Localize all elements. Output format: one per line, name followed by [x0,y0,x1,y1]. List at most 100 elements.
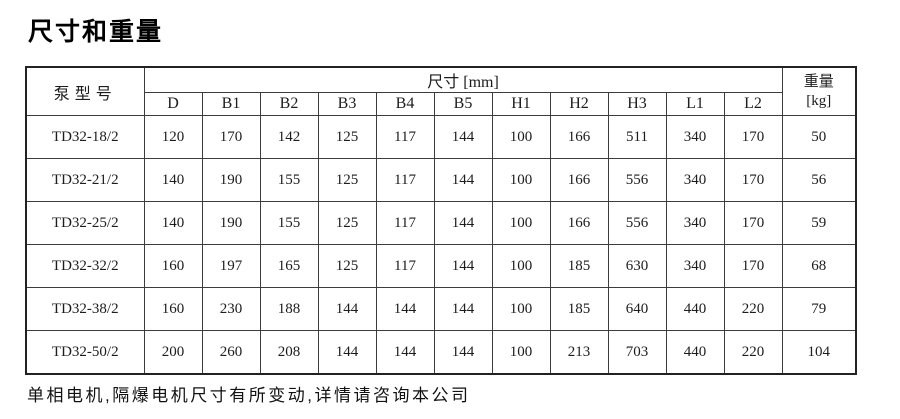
model-cell: TD32-18/2 [25,115,145,159]
dim-cell: 144 [433,330,493,375]
dim-cell: 340 [665,115,725,159]
dim-column-header-l2: L2 [723,92,783,116]
weight-cell: 59 [781,201,857,245]
dim-cell: 340 [665,201,725,245]
dim-cell: 208 [259,330,319,375]
table-row: TD32-38/2 160 230 188 144 144 144 100 18… [25,287,857,331]
weight-header-line2: [kg] [806,92,832,109]
footer-note: 单相电机,隔爆电机尺寸有所变动,详情请咨询本公司 [27,386,471,405]
table-row: TD32-18/2 120 170 142 125 117 144 100 16… [25,115,857,159]
weight-cell: 79 [781,287,857,331]
dim-column-header-h1: H1 [491,92,551,116]
weight-cell: 68 [781,244,857,288]
model-cell: TD32-50/2 [25,330,145,375]
dim-cell: 100 [491,244,551,288]
dim-cell: 170 [201,115,261,159]
dim-cell: 165 [259,244,319,288]
dim-column-header-h2: H2 [549,92,609,116]
dim-column-header-d: D [143,92,203,116]
dim-cell: 630 [607,244,667,288]
dim-column-header-b2: B2 [259,92,319,116]
table-row: TD32-25/2 140 190 155 125 117 144 100 16… [25,201,857,245]
dim-cell: 155 [259,201,319,245]
dim-cell: 144 [433,287,493,331]
model-cell: TD32-21/2 [25,158,145,202]
dim-cell: 185 [549,287,609,331]
dim-cell: 511 [607,115,667,159]
dim-cell: 144 [433,201,493,245]
dim-cell: 125 [317,201,377,245]
table-row: TD32-32/2 160 197 165 125 117 144 100 18… [25,244,857,288]
dim-cell: 640 [607,287,667,331]
dim-cell: 140 [143,201,203,245]
dim-cell: 220 [723,330,783,375]
model-cell: TD32-38/2 [25,287,145,331]
dim-cell: 220 [723,287,783,331]
dim-column-header-b3: B3 [317,92,377,116]
dimensions-weight-table: 泵型号 尺寸 [mm] 重量 [kg] D B1 B2 B3 B4 B5 H1 … [25,66,858,375]
dim-column-header-b1: B1 [201,92,261,116]
weight-cell: 56 [781,158,857,202]
dim-cell: 117 [375,115,435,159]
dim-cell: 340 [665,244,725,288]
dim-cell: 230 [201,287,261,331]
dim-cell: 340 [665,158,725,202]
dim-cell: 125 [317,115,377,159]
dim-cell: 144 [375,287,435,331]
table-row: TD32-50/2 200 260 208 144 144 144 100 21… [25,330,857,375]
table-row: TD32-21/2 140 190 155 125 117 144 100 16… [25,158,857,202]
dim-cell: 556 [607,201,667,245]
dim-cell: 440 [665,287,725,331]
dim-cell: 166 [549,115,609,159]
table-body: TD32-18/2 120 170 142 125 117 144 100 16… [25,115,857,375]
dim-column-header-b4: B4 [375,92,435,116]
dim-cell: 440 [665,330,725,375]
dim-cell: 100 [491,287,551,331]
dim-column-header-l1: L1 [665,92,725,116]
dim-cell: 170 [723,158,783,202]
dim-cell: 100 [491,201,551,245]
weight-header-line1: 重量 [803,73,834,90]
dim-cell: 144 [317,287,377,331]
dim-cell: 170 [723,244,783,288]
dim-cell: 200 [143,330,203,375]
page-title: 尺寸和重量 [28,18,164,46]
dim-cell: 117 [375,201,435,245]
dim-cell: 144 [317,330,377,375]
dim-cell: 100 [491,158,551,202]
dim-cell: 190 [201,158,261,202]
dim-cell: 188 [259,287,319,331]
dim-cell: 120 [143,115,203,159]
dim-cell: 197 [201,244,261,288]
dim-cell: 170 [723,201,783,245]
weight-column-header: 重量 [kg] [781,66,857,116]
dim-cell: 144 [433,158,493,202]
model-column-header: 泵型号 [25,66,145,116]
dim-cell: 117 [375,244,435,288]
header-row-groups: 泵型号 尺寸 [mm] 重量 [kg] [25,66,857,116]
dim-cell: 703 [607,330,667,375]
weight-cell: 104 [781,330,857,375]
dim-cell: 144 [433,244,493,288]
dim-cell: 100 [491,115,551,159]
dim-column-header-b5: B5 [433,92,493,116]
dim-cell: 160 [143,287,203,331]
dim-cell: 166 [549,201,609,245]
dim-cell: 170 [723,115,783,159]
table-header: 泵型号 尺寸 [mm] 重量 [kg] D B1 B2 B3 B4 B5 H1 … [25,66,857,116]
dims-group-header: 尺寸 [mm] [143,66,783,93]
dim-cell: 556 [607,158,667,202]
dim-cell: 125 [317,158,377,202]
model-cell: TD32-25/2 [25,201,145,245]
dim-column-header-h3: H3 [607,92,667,116]
weight-cell: 50 [781,115,857,159]
model-cell: TD32-32/2 [25,244,145,288]
dim-cell: 190 [201,201,261,245]
dim-cell: 160 [143,244,203,288]
dim-cell: 125 [317,244,377,288]
header-row-dims: D B1 B2 B3 B4 B5 H1 H2 H3 L1 L2 [26,92,856,116]
dim-cell: 117 [375,158,435,202]
dim-cell: 140 [143,158,203,202]
dim-cell: 100 [491,330,551,375]
dim-cell: 260 [201,330,261,375]
